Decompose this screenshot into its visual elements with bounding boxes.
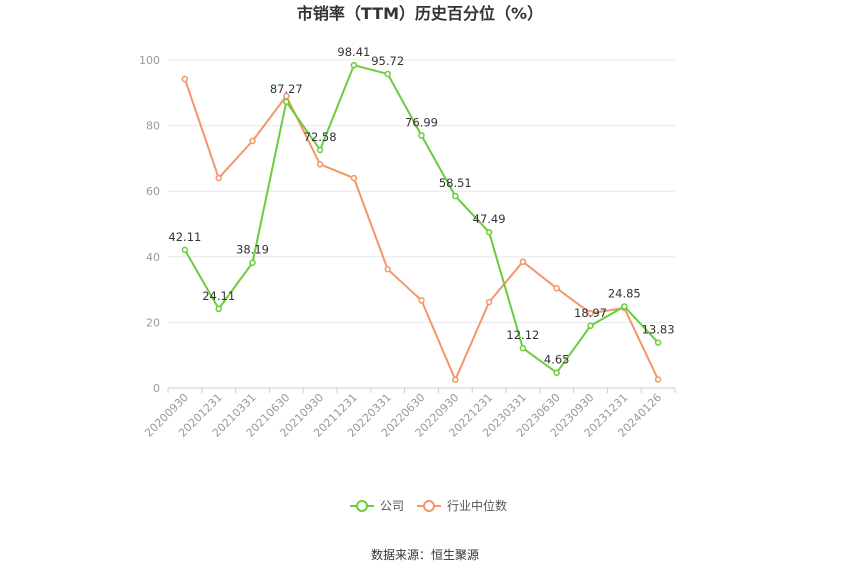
data-point [587, 309, 594, 317]
x-axis: 2020093020201231202103312021063020210930… [142, 387, 676, 440]
data-point [181, 246, 189, 254]
data-point [418, 132, 425, 139]
data-label: 42.11 [168, 230, 201, 244]
data-point [519, 344, 527, 352]
series-0 [181, 61, 662, 376]
data-point [452, 192, 459, 200]
data-point [350, 174, 358, 182]
data-label: 95.72 [371, 54, 404, 68]
series-1 [181, 75, 662, 384]
legend-item-0: 公司 [350, 499, 404, 513]
data-point [621, 303, 628, 310]
legend: 公司 行业中位数 [350, 498, 507, 513]
data-point [181, 75, 189, 83]
data-label: 12.12 [506, 328, 539, 342]
data-label: 24.11 [202, 289, 235, 303]
y-axis: 0 20 40 60 80 100 [139, 54, 160, 395]
legend-item-1: 行业中位数 [417, 498, 507, 513]
data-point [519, 258, 527, 265]
legend-swatch-marker [356, 500, 368, 512]
data-label: 13.83 [642, 323, 675, 337]
grid-lines [168, 59, 675, 323]
y-tick-label: 100 [139, 54, 160, 67]
data-label: 38.19 [236, 243, 269, 257]
data-point [316, 161, 324, 168]
data-point [283, 98, 290, 106]
data-point [485, 298, 493, 306]
data-point [553, 285, 560, 292]
data-label: 72.58 [304, 130, 337, 144]
data-point [215, 305, 222, 313]
legend-label: 公司 [380, 499, 404, 513]
data-point [249, 259, 256, 266]
y-tick-label: 60 [146, 185, 160, 198]
data-point [215, 174, 222, 182]
data-label: 58.51 [439, 176, 472, 190]
series-line [184, 64, 659, 374]
series-layer [181, 61, 662, 384]
data-label: 4.65 [544, 353, 570, 367]
data-point [452, 376, 459, 384]
data-point [384, 266, 391, 273]
data-label: 18.97 [574, 306, 607, 320]
data-label: 87.27 [270, 82, 303, 96]
data-point [654, 376, 662, 383]
y-tick-label: 0 [153, 382, 160, 395]
y-tick-label: 80 [146, 120, 160, 133]
data-point [587, 322, 594, 330]
data-label: 76.99 [405, 115, 438, 129]
y-tick-label: 40 [146, 251, 160, 264]
legend-label: 行业中位数 [447, 498, 507, 513]
data-point [553, 369, 560, 376]
data-point [249, 137, 256, 145]
data-point [485, 228, 493, 236]
data-label: 24.85 [608, 286, 641, 300]
y-tick-label: 20 [146, 316, 160, 329]
data-label: 98.41 [337, 45, 370, 59]
chart-title: 市销率（TTM）历史百分位（%） [297, 4, 543, 23]
data-point [418, 297, 425, 304]
data-point [350, 61, 358, 69]
legend-swatch-marker [423, 500, 435, 512]
source-note: 数据来源：恒生聚源 [371, 547, 479, 562]
data-point [654, 339, 662, 346]
data-point [316, 146, 324, 154]
data-point [384, 70, 391, 78]
data-label: 47.49 [473, 212, 506, 226]
